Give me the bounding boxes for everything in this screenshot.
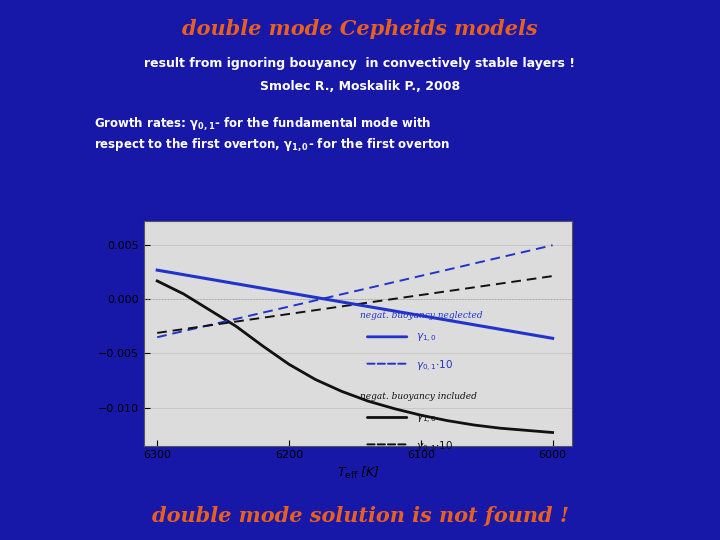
Text: double mode solution is not found !: double mode solution is not found ! (151, 507, 569, 526)
Text: $\gamma_{1,0}$: $\gamma_{1,0}$ (416, 332, 436, 346)
Text: $\gamma_{0,1}{\cdot}10$: $\gamma_{0,1}{\cdot}10$ (416, 359, 453, 374)
X-axis label: $T_{\mathrm{eff}}$ [K]: $T_{\mathrm{eff}}$ [K] (337, 464, 379, 481)
Text: Growth rates: $\mathbf{\gamma_{0,1}}$- for the fundamental mode with: Growth rates: $\mathbf{\gamma_{0,1}}$- f… (94, 115, 431, 132)
Text: negat. buoyancy neglected: negat. buoyancy neglected (360, 311, 483, 320)
Text: $\gamma_{0,1}{\cdot}10$: $\gamma_{0,1}{\cdot}10$ (416, 440, 453, 455)
Text: result from ignoring bouyancy  in convectively stable layers !: result from ignoring bouyancy in convect… (145, 57, 575, 70)
Text: $\gamma_{1,0}$: $\gamma_{1,0}$ (416, 413, 436, 426)
Text: Smolec R., Moskalik P., 2008: Smolec R., Moskalik P., 2008 (260, 80, 460, 93)
Text: respect to the first overton, $\mathbf{\gamma_{1,0}}$- for the first overton: respect to the first overton, $\mathbf{\… (94, 136, 450, 153)
Text: double mode Cepheids models: double mode Cepheids models (182, 19, 538, 39)
Text: negat. buoyancy included: negat. buoyancy included (360, 392, 477, 401)
